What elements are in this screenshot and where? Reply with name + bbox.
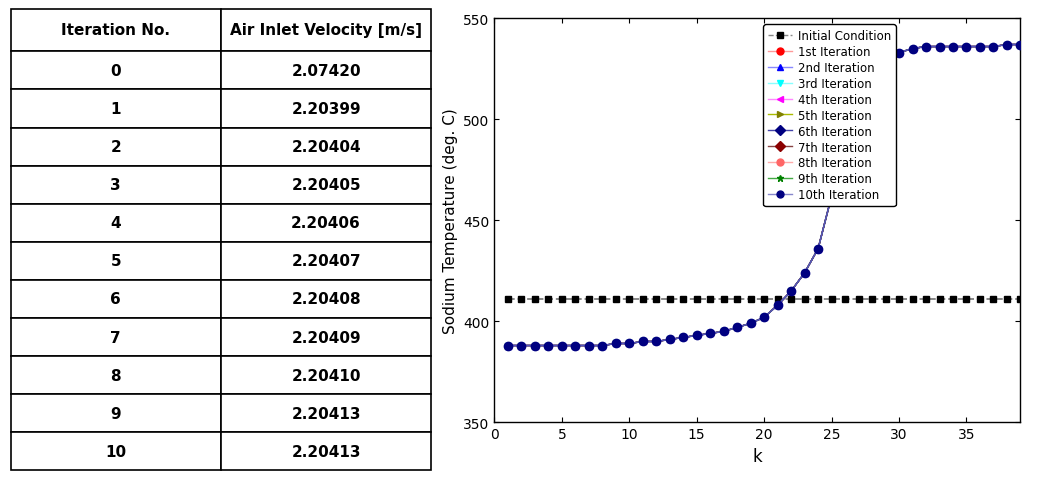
Y-axis label: Sodium Temperature (deg. C): Sodium Temperature (deg. C)	[443, 108, 458, 334]
X-axis label: k: k	[752, 447, 763, 465]
Legend: Initial Condition, 1st Iteration, 2nd Iteration, 3rd Iteration, 4th Iteration, 5: Initial Condition, 1st Iteration, 2nd It…	[764, 25, 895, 207]
